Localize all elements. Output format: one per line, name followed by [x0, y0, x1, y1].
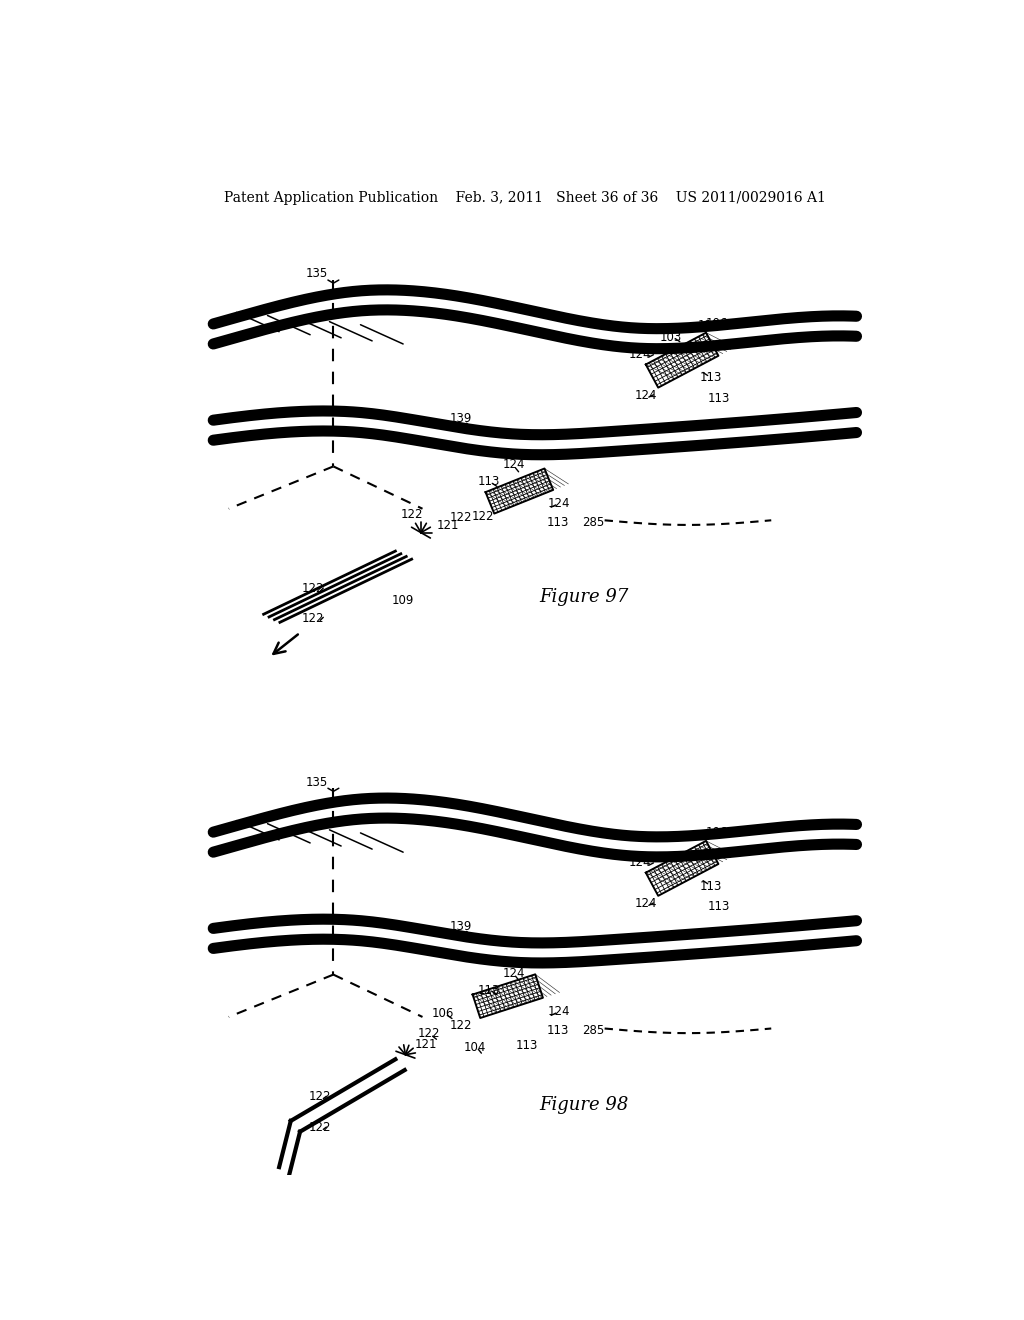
Text: 106: 106	[706, 825, 728, 838]
Text: 139: 139	[451, 412, 472, 425]
Text: 113: 113	[708, 900, 730, 913]
Text: 113: 113	[547, 1024, 569, 1038]
Text: 124: 124	[635, 898, 657, 911]
Text: 124: 124	[629, 348, 650, 362]
Text: 124: 124	[635, 389, 657, 403]
Text: 106: 106	[706, 317, 728, 330]
Text: 124: 124	[548, 496, 570, 510]
Text: 139: 139	[451, 920, 472, 933]
Text: 113: 113	[478, 475, 501, 488]
Text: 121: 121	[437, 519, 460, 532]
Text: 122: 122	[301, 612, 324, 626]
Text: 103: 103	[659, 330, 682, 343]
Text: 285: 285	[582, 1024, 604, 1038]
Text: 285: 285	[582, 516, 604, 529]
Text: 122: 122	[309, 1121, 332, 1134]
Text: 113: 113	[699, 371, 722, 384]
Text: 135: 135	[306, 268, 329, 280]
Text: 122: 122	[472, 510, 495, 523]
Text: 109: 109	[392, 594, 415, 607]
Text: 121: 121	[415, 1038, 437, 1051]
Text: 122: 122	[400, 508, 423, 520]
Text: 113: 113	[516, 1039, 539, 1052]
Text: 113: 113	[699, 879, 722, 892]
Text: 124: 124	[503, 458, 525, 471]
Text: 113: 113	[547, 516, 569, 529]
Text: 122: 122	[418, 1027, 440, 1040]
Text: 124: 124	[629, 857, 650, 870]
Text: 124: 124	[548, 1005, 570, 1018]
Text: 106: 106	[431, 1007, 454, 1019]
Text: 113: 113	[708, 392, 730, 405]
Text: Patent Application Publication    Feb. 3, 2011   Sheet 36 of 36    US 2011/00290: Patent Application Publication Feb. 3, 2…	[224, 191, 825, 206]
Text: 122: 122	[450, 1019, 472, 1032]
Text: 113: 113	[698, 319, 721, 333]
Text: 122: 122	[450, 511, 472, 524]
Text: Figure 98: Figure 98	[539, 1097, 629, 1114]
Text: 104: 104	[464, 1041, 486, 1055]
Text: 122: 122	[309, 1090, 332, 1102]
Text: 122: 122	[301, 582, 324, 594]
Text: Figure 97: Figure 97	[539, 589, 629, 606]
Text: 124: 124	[503, 966, 525, 979]
Text: 113: 113	[478, 983, 501, 997]
Text: 135: 135	[306, 776, 329, 788]
